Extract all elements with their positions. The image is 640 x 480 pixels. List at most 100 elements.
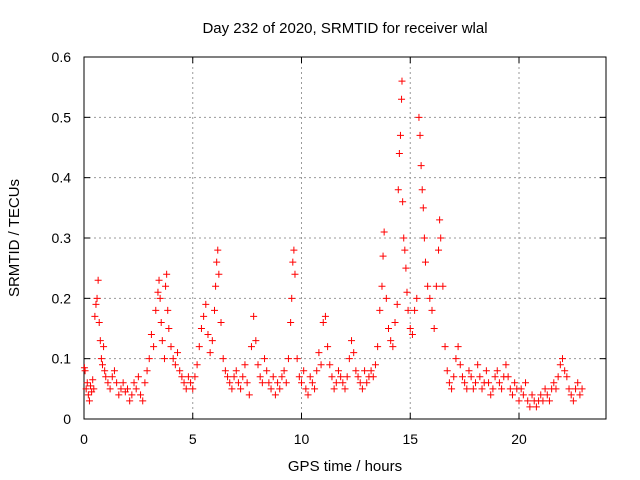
data-point xyxy=(363,379,371,387)
data-point xyxy=(524,397,532,405)
data-point xyxy=(214,246,222,254)
data-point xyxy=(487,391,495,399)
data-point xyxy=(182,385,190,393)
data-point xyxy=(394,186,402,194)
data-point xyxy=(221,367,229,375)
x-tick-label: 20 xyxy=(511,431,527,447)
data-point xyxy=(402,264,410,272)
data-point xyxy=(367,367,375,375)
data-point xyxy=(215,270,223,278)
tick-layer: 0 0.1 0.2 0.3 0.4 0.5 0.6 0 5 10 15 20 xyxy=(52,49,606,447)
data-point xyxy=(578,385,586,393)
data-point xyxy=(324,343,332,351)
data-point xyxy=(189,385,197,393)
data-point xyxy=(426,294,434,302)
data-point xyxy=(243,379,251,387)
data-point xyxy=(258,379,266,387)
data-point xyxy=(174,349,182,357)
data-point xyxy=(393,300,401,308)
data-point xyxy=(232,367,240,375)
data-point xyxy=(87,382,95,390)
data-point xyxy=(128,391,136,399)
data-point xyxy=(358,385,366,393)
data-point xyxy=(398,77,406,85)
data-point xyxy=(436,216,444,224)
data-point xyxy=(95,318,103,326)
data-point xyxy=(371,361,379,369)
data-point xyxy=(278,373,286,381)
data-point xyxy=(563,373,571,381)
data-point xyxy=(204,331,212,339)
data-point xyxy=(184,373,192,381)
data-point xyxy=(403,288,411,296)
data-point xyxy=(356,379,364,387)
data-point xyxy=(416,131,424,139)
data-point xyxy=(126,397,134,405)
data-point xyxy=(311,385,319,393)
data-point xyxy=(206,349,214,357)
x-axis-title: GPS time / hours xyxy=(288,458,402,475)
data-point xyxy=(239,373,247,381)
data-point xyxy=(274,379,282,387)
data-point xyxy=(98,361,106,369)
data-point xyxy=(350,349,358,357)
data-point xyxy=(435,246,443,254)
data-point xyxy=(202,300,210,308)
data-point xyxy=(339,379,347,387)
data-point xyxy=(313,367,321,375)
y-tick-label: 0 xyxy=(63,411,71,427)
data-point xyxy=(491,373,499,381)
data-point xyxy=(382,294,390,302)
data-point xyxy=(119,379,127,387)
data-point xyxy=(437,234,445,242)
data-point xyxy=(267,385,275,393)
data-point xyxy=(145,355,153,363)
data-point xyxy=(545,397,553,405)
data-point xyxy=(302,385,310,393)
data-point xyxy=(137,391,145,399)
data-point xyxy=(261,355,269,363)
data-point xyxy=(439,282,447,290)
data-point xyxy=(461,379,469,387)
data-point xyxy=(212,282,220,290)
data-point xyxy=(234,379,242,387)
data-point xyxy=(150,343,158,351)
data-point xyxy=(178,373,186,381)
data-point xyxy=(134,373,142,381)
data-point xyxy=(493,367,501,375)
data-point xyxy=(81,367,89,375)
data-point xyxy=(421,258,429,266)
data-point xyxy=(228,385,236,393)
data-point xyxy=(399,198,407,206)
data-point xyxy=(289,258,297,266)
data-point xyxy=(139,397,147,405)
data-point xyxy=(306,373,314,381)
data-point xyxy=(164,306,172,314)
data-point xyxy=(561,367,569,375)
data-point xyxy=(345,355,353,363)
y-tick-label: 0.3 xyxy=(52,230,72,246)
data-point xyxy=(295,373,303,381)
data-point xyxy=(511,379,519,387)
data-point xyxy=(117,385,125,393)
data-point xyxy=(404,306,412,314)
y-tick-label: 0.5 xyxy=(52,109,72,125)
x-tick-label: 0 xyxy=(80,431,88,447)
data-point xyxy=(515,397,523,405)
data-point xyxy=(476,373,484,381)
data-point xyxy=(269,373,277,381)
data-point xyxy=(104,379,112,387)
data-point xyxy=(102,373,110,381)
data-point xyxy=(441,343,449,351)
data-point xyxy=(92,300,100,308)
data-point xyxy=(495,379,503,387)
data-point xyxy=(419,204,427,212)
data-point xyxy=(489,385,497,393)
data-point xyxy=(96,337,104,345)
data-point xyxy=(160,355,168,363)
data-point xyxy=(502,361,510,369)
data-point xyxy=(418,186,426,194)
y-tick-label: 0.1 xyxy=(52,351,72,367)
data-point xyxy=(163,270,171,278)
y-tick-label: 0.4 xyxy=(52,170,72,186)
